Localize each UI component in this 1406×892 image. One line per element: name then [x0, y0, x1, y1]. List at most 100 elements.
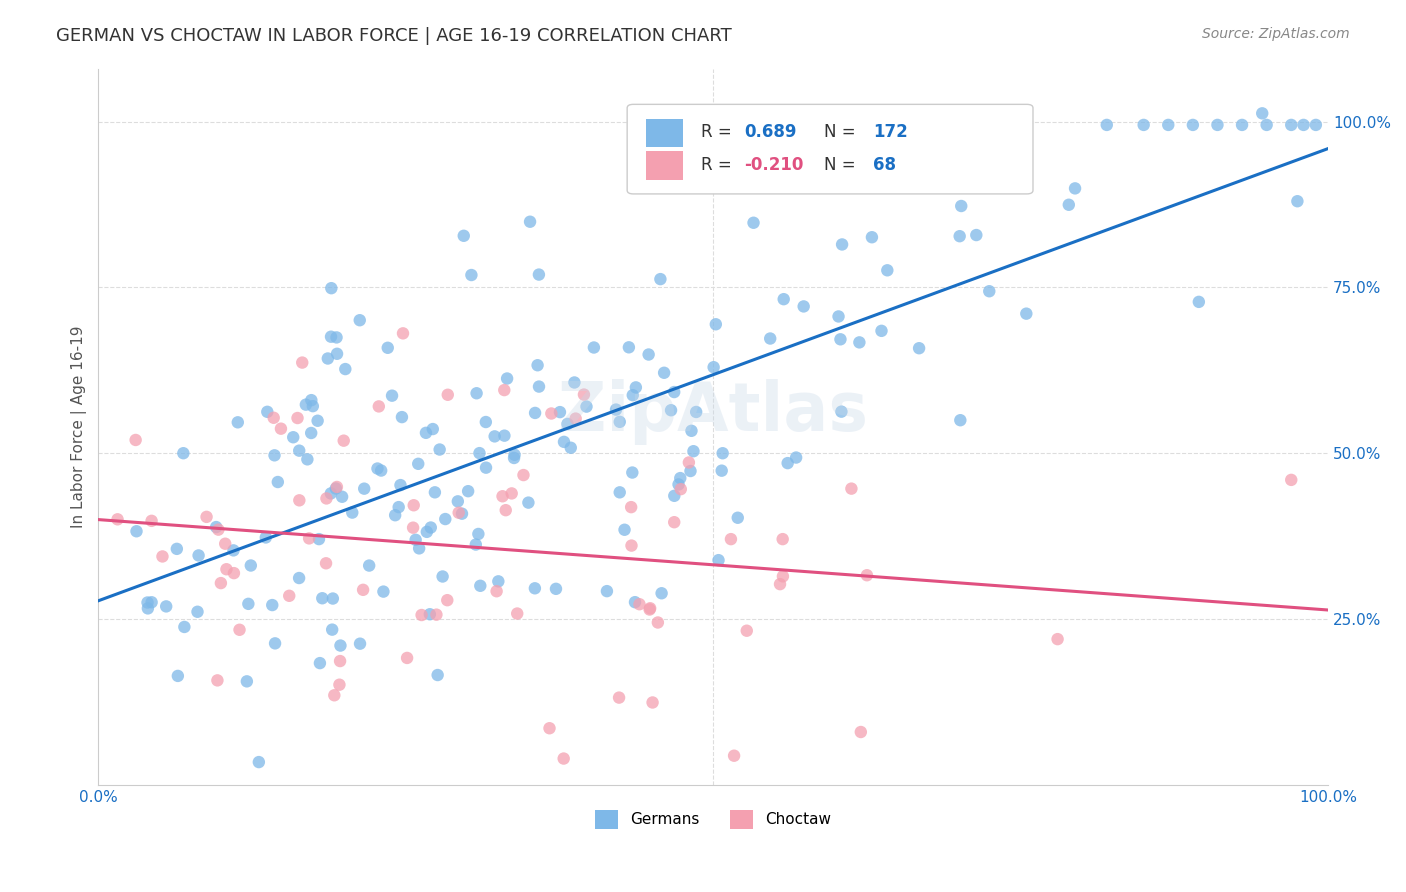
Point: [388, 500, 411, 515]
Point: [330, 490, 353, 504]
Point: [1230, 118, 1253, 132]
Point: [464, 537, 486, 551]
Text: GERMAN VS CHOCTAW IN LABOR FORCE | AGE 16-19 CORRELATION CHART: GERMAN VS CHOCTAW IN LABOR FORCE | AGE 1…: [56, 27, 733, 45]
Point: [349, 637, 371, 651]
Point: [222, 543, 245, 558]
Point: [637, 347, 659, 361]
Point: [391, 410, 413, 425]
Text: ZipAtlas: ZipAtlas: [558, 379, 869, 445]
Point: [299, 393, 322, 408]
Point: [316, 351, 339, 366]
Point: [107, 512, 129, 526]
Point: [501, 486, 523, 500]
Point: [311, 591, 333, 606]
Point: [1046, 632, 1069, 647]
Point: [389, 478, 412, 492]
Point: [624, 380, 647, 394]
Point: [703, 360, 725, 375]
Point: [538, 721, 561, 735]
Point: [772, 569, 794, 583]
Point: [1256, 118, 1278, 132]
Point: [949, 229, 972, 244]
Point: [607, 690, 630, 705]
Point: [685, 405, 707, 419]
Point: [1305, 118, 1327, 132]
Point: [470, 579, 492, 593]
Text: Source: ZipAtlas.com: Source: ZipAtlas.com: [1202, 27, 1350, 41]
Point: [1132, 118, 1154, 132]
Point: [425, 607, 447, 622]
Point: [321, 281, 343, 295]
Point: [301, 399, 323, 413]
Point: [136, 595, 159, 609]
Point: [460, 268, 482, 282]
Point: [526, 358, 548, 372]
Point: [381, 389, 404, 403]
Point: [950, 199, 973, 213]
Point: [641, 696, 664, 710]
Point: [287, 411, 309, 425]
Point: [519, 215, 541, 229]
Text: 172: 172: [873, 122, 908, 141]
Point: [652, 366, 675, 380]
Point: [523, 582, 546, 596]
Point: [319, 486, 342, 500]
Point: [710, 464, 733, 478]
Point: [239, 558, 262, 573]
Point: [1188, 294, 1211, 309]
Point: [613, 523, 636, 537]
Point: [638, 601, 661, 615]
Point: [484, 429, 506, 443]
Point: [651, 586, 673, 600]
Point: [475, 460, 498, 475]
Point: [527, 268, 550, 282]
Point: [288, 571, 311, 585]
Text: R =: R =: [702, 122, 737, 141]
Point: [1157, 118, 1180, 132]
Text: -0.210: -0.210: [744, 156, 803, 174]
Point: [207, 673, 229, 688]
Point: [173, 620, 195, 634]
Point: [166, 541, 188, 556]
Point: [856, 568, 879, 582]
Point: [1015, 307, 1038, 321]
Point: [367, 400, 389, 414]
Point: [704, 318, 727, 332]
Point: [503, 450, 526, 465]
Point: [638, 602, 661, 616]
Point: [668, 477, 690, 491]
Point: [621, 388, 644, 402]
Bar: [645, 119, 682, 147]
Point: [335, 362, 357, 376]
Point: [432, 569, 454, 583]
Point: [1206, 118, 1229, 132]
Point: [723, 748, 745, 763]
Point: [664, 489, 686, 503]
Point: [141, 514, 163, 528]
Point: [512, 468, 534, 483]
Point: [486, 574, 509, 589]
Point: [491, 489, 513, 503]
Point: [560, 441, 582, 455]
FancyBboxPatch shape: [627, 104, 1033, 194]
Point: [267, 475, 290, 489]
Point: [207, 523, 229, 537]
Point: [238, 597, 260, 611]
Point: [727, 510, 749, 524]
Point: [860, 230, 883, 244]
Point: [353, 482, 375, 496]
Point: [582, 341, 605, 355]
Point: [465, 386, 488, 401]
Point: [436, 388, 458, 402]
Point: [769, 577, 792, 591]
Point: [195, 509, 218, 524]
Point: [373, 584, 395, 599]
Point: [332, 434, 354, 448]
Point: [679, 464, 702, 478]
Point: [965, 228, 987, 243]
Point: [908, 341, 931, 355]
Point: [776, 456, 799, 470]
Point: [841, 482, 863, 496]
Point: [664, 515, 686, 529]
Point: [377, 341, 399, 355]
